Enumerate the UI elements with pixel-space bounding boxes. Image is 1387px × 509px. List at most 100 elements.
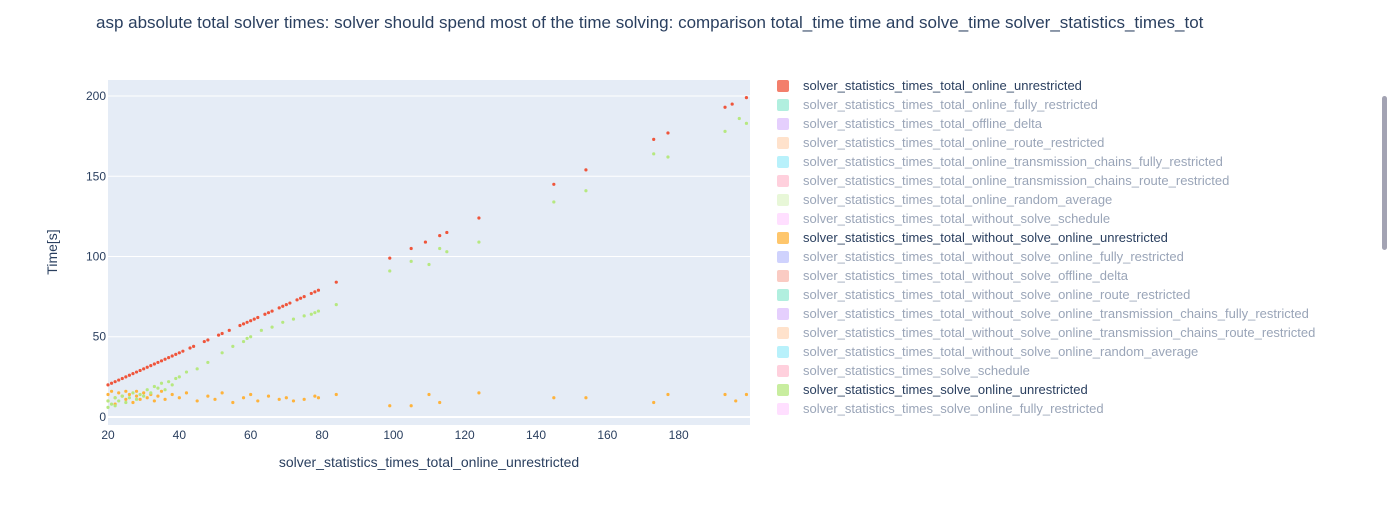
data-point-series-0 — [723, 105, 727, 109]
data-point-series-0 — [552, 182, 556, 186]
legend-item[interactable]: solver_statistics_times_total_without_so… — [770, 209, 1110, 228]
data-point-series-2 — [316, 309, 321, 313]
data-point-series-0 — [216, 333, 221, 337]
legend-item[interactable]: solver_statistics_times_total_without_so… — [770, 285, 1190, 304]
data-point-series-2 — [106, 405, 110, 409]
data-point-series-1 — [170, 392, 174, 397]
data-point-series-0 — [334, 280, 338, 284]
legend-item[interactable]: solver_statistics_times_total_without_so… — [770, 342, 1198, 361]
data-point-series-0 — [245, 320, 249, 324]
data-point-series-1 — [241, 396, 246, 400]
data-point-series-0 — [252, 317, 256, 321]
legend-item[interactable]: solver_statistics_times_total_online_rou… — [770, 133, 1104, 152]
data-point-series-0 — [170, 354, 174, 358]
legend-item[interactable]: solver_statistics_times_total_online_ful… — [770, 95, 1098, 114]
data-point-series-0 — [241, 322, 246, 326]
data-point-series-1 — [131, 400, 135, 405]
data-point-series-0 — [388, 256, 392, 260]
legend-swatch — [777, 98, 789, 111]
chart-title: asp absolute total solver times: solver … — [96, 13, 1204, 32]
data-point-series-0 — [181, 349, 185, 353]
legend-item[interactable]: solver_statistics_times_total_offline_de… — [770, 114, 1042, 133]
legend-item[interactable]: solver_statistics_times_total_online_tra… — [770, 171, 1229, 190]
data-point-series-2 — [167, 380, 171, 384]
legend-item[interactable]: solver_statistics_times_total_online_ran… — [770, 190, 1112, 209]
data-point-series-0 — [192, 344, 196, 348]
scatter-plot[interactable]: 0 50 100 150 200 20 40 60 80 100 120 140 160 180 sol… — [0, 0, 760, 509]
data-point-series-0 — [423, 240, 428, 244]
legend-item[interactable]: solver_statistics_times_solve_online_unr… — [770, 380, 1088, 399]
data-point-series-1 — [652, 400, 656, 405]
legend-item[interactable]: solver_statistics_times_total_without_so… — [770, 228, 1168, 247]
data-point-series-1 — [163, 397, 167, 401]
data-point-series-0 — [299, 296, 303, 300]
data-point-series-0 — [409, 246, 413, 251]
x-tick-label: 80 — [315, 428, 329, 442]
data-point-series-2 — [552, 200, 556, 204]
data-point-series-2 — [259, 328, 263, 332]
data-point-series-0 — [142, 367, 146, 371]
legend-item[interactable]: solver_statistics_times_total_without_so… — [770, 266, 1128, 285]
data-point-series-0 — [270, 309, 274, 313]
y-tick-label: 200 — [86, 89, 106, 103]
legend-swatch — [777, 326, 789, 339]
data-point-series-2 — [291, 317, 296, 321]
legend-scrollbar[interactable] — [1382, 96, 1387, 250]
data-point-series-0 — [263, 312, 267, 316]
y-axis-ticks: 0 50 100 150 200 — [86, 89, 106, 424]
x-axis-label: solver_statistics_times_total_online_unr… — [279, 454, 579, 470]
data-point-series-0 — [174, 352, 178, 356]
plot-background — [108, 80, 750, 425]
data-point-series-0 — [295, 298, 299, 302]
legend-item[interactable]: solver_statistics_times_solve_online_ful… — [770, 399, 1104, 418]
legend-item[interactable]: solver_statistics_times_total_without_so… — [770, 247, 1184, 266]
data-point-series-1 — [231, 400, 235, 405]
data-point-series-0 — [156, 360, 160, 365]
legend-label: solver_statistics_times_total_without_so… — [803, 268, 1128, 283]
data-point-series-2 — [195, 367, 199, 371]
data-point-series-0 — [438, 234, 442, 238]
data-point-series-0 — [134, 370, 139, 374]
data-point-series-0 — [256, 315, 260, 320]
x-tick-label: 140 — [526, 428, 546, 442]
legend-item[interactable]: solver_statistics_times_total_without_so… — [770, 323, 1315, 342]
legend-swatch — [777, 250, 789, 263]
data-point-series-0 — [445, 230, 449, 235]
grid-lines — [108, 95, 750, 418]
data-point-series-2 — [142, 394, 146, 398]
legend-label: solver_statistics_times_solve_online_unr… — [803, 382, 1088, 397]
data-point-series-1 — [177, 396, 181, 400]
x-tick-label: 60 — [244, 428, 258, 442]
data-point-series-2 — [113, 396, 117, 400]
data-point-series-0 — [238, 323, 242, 328]
data-point-series-2 — [737, 116, 741, 121]
data-point-series-1 — [106, 392, 110, 397]
data-point-series-1 — [256, 399, 260, 403]
data-point-series-2 — [309, 312, 313, 316]
legend-label: solver_statistics_times_total_without_so… — [803, 344, 1199, 359]
legend-item[interactable]: solver_statistics_times_total_online_unr… — [770, 76, 1082, 95]
data-point-series-0 — [127, 373, 131, 377]
data-point-series-2 — [427, 262, 431, 267]
y-axis-label: Time[s] — [44, 229, 60, 274]
data-point-series-1 — [266, 394, 271, 398]
data-point-series-0 — [145, 365, 149, 369]
legend-item[interactable]: solver_statistics_times_solve_schedule — [770, 361, 1030, 380]
legend-label: solver_statistics_times_solve_schedule — [803, 363, 1030, 378]
data-point-series-1 — [142, 391, 146, 395]
data-point-series-1 — [138, 397, 142, 401]
data-point-series-0 — [744, 96, 749, 100]
legend-label: solver_statistics_times_total_online_ful… — [803, 97, 1098, 112]
legend-item[interactable]: solver_statistics_times_total_online_tra… — [770, 152, 1223, 171]
x-axis-ticks: 20 40 60 80 100 120 140 160 180 — [101, 428, 689, 442]
data-point-series-0 — [666, 131, 670, 135]
data-point-series-0 — [206, 338, 210, 342]
legend-item[interactable]: solver_statistics_times_total_without_so… — [770, 304, 1309, 323]
data-point-series-2 — [113, 404, 117, 408]
data-point-series-0 — [584, 168, 588, 172]
legend[interactable]: solver_statistics_times_total_online_unr… — [770, 76, 1387, 424]
legend-swatch — [777, 383, 789, 396]
data-point-series-0 — [227, 328, 231, 332]
data-point-series-0 — [106, 383, 110, 387]
data-point-series-0 — [149, 364, 153, 368]
